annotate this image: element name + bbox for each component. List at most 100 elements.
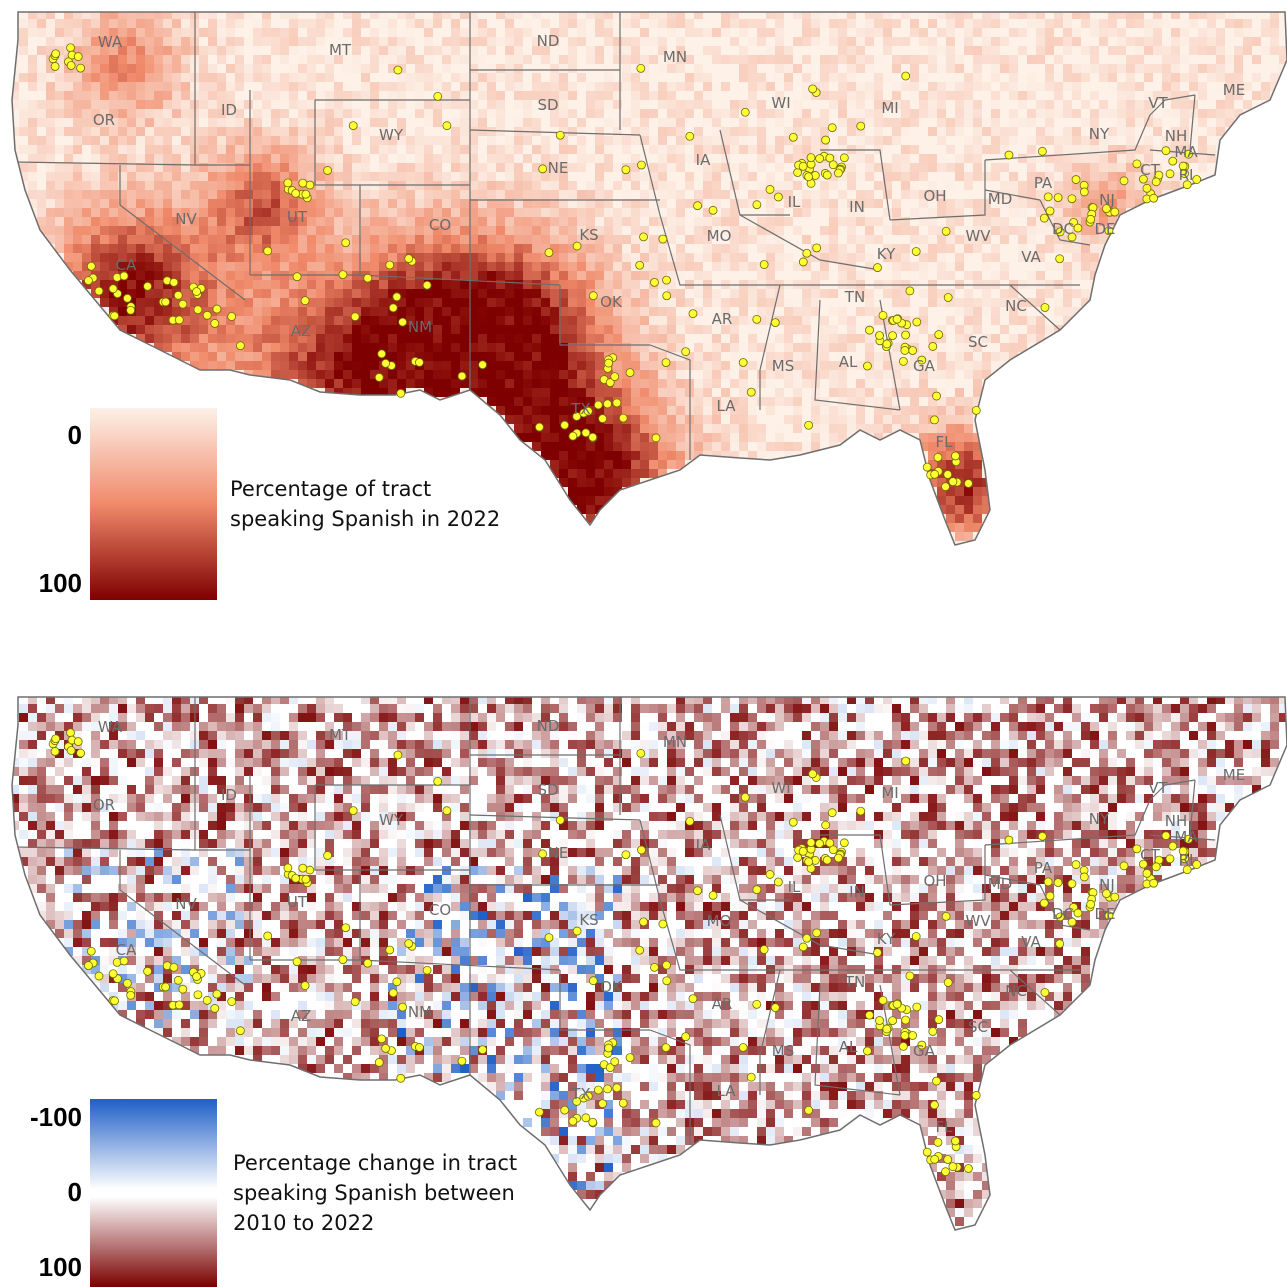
tract-cell [892,163,901,172]
tract-cell [811,325,820,334]
tract-cell [1036,307,1045,316]
tract-cell [982,127,991,136]
tract-cell [316,118,325,127]
tract-cell [12,109,19,118]
tract-cell [181,208,190,217]
tract-cell [1081,73,1090,82]
tract-cell [595,334,604,343]
tract-cell [478,352,487,361]
tract-cell [757,181,766,190]
tract-cell [442,244,451,253]
tract-cell [820,37,829,46]
tract-cell [343,172,352,181]
tract-cell [1279,28,1287,37]
tract-cell [442,325,451,334]
tract-cell [298,289,307,298]
tract-cell [262,217,271,226]
tract-cell [568,172,577,181]
tract-cell [1018,55,1027,64]
tract-cell [757,172,766,181]
tract-cell [478,307,487,316]
tract-cell [37,12,46,19]
tract-cell [298,325,307,334]
tract-cell [550,64,559,73]
tract-cell [298,136,307,145]
tract-cell [397,262,406,271]
tract-cell [1243,64,1252,73]
tract-cell [550,19,559,28]
tract-cell [388,109,397,118]
tract-cell [721,46,730,55]
tract-cell [451,208,460,217]
tract-cell [739,352,748,361]
tract-cell [856,343,865,352]
tract-cell [361,163,370,172]
tract-cell [604,100,613,109]
tract-cell [1009,19,1018,28]
tract-cell [271,64,280,73]
tract-cell [649,226,658,235]
tract-cell [1189,100,1198,109]
tract-cell [478,118,487,127]
tract-cell [127,19,136,28]
tract-cell [1018,325,1027,334]
tract-cell [28,19,37,28]
tract-cell [676,271,685,280]
tract-cell [532,12,541,19]
tract-cell [631,235,640,244]
tract-cell [19,136,28,145]
tract-cell [784,145,793,154]
tract-cell [262,12,271,19]
tract-cell [109,217,118,226]
tract-cell [874,352,883,361]
tract-cell [721,316,730,325]
tract-cell [739,325,748,334]
tract-cell [307,370,316,379]
tract-cell [1090,244,1099,253]
tract-cell [1072,163,1081,172]
tract-cell [1099,28,1108,37]
tract-cell [1135,172,1144,181]
tract-cell [568,28,577,37]
tract-cell [361,172,370,181]
tract-cell [163,154,172,163]
tract-cell [829,91,838,100]
tract-cell [982,163,991,172]
tract-cell [784,208,793,217]
tract-cell [802,46,811,55]
tract-cell [343,208,352,217]
tract-cell [865,190,874,199]
tract-cell [478,127,487,136]
tract-cell [154,253,163,262]
tract-cell [136,253,145,262]
tract-cell [901,91,910,100]
tract-cell [748,226,757,235]
tract-cell [514,109,523,118]
tract-cell [613,289,622,298]
tract-cell [1081,55,1090,64]
tract-cell [262,343,271,352]
tract-cell [640,91,649,100]
tract-cell [172,307,181,316]
tract-cell [766,235,775,244]
tract-cell [784,163,793,172]
tract-cell [352,208,361,217]
tract-cell [1225,19,1234,28]
tract-cell [496,235,505,244]
tract-cell [595,343,604,352]
tract-cell [523,253,532,262]
tract-cell [208,280,217,289]
tract-cell [532,37,541,46]
tract-cell [793,208,802,217]
tract-cell [568,298,577,307]
tract-cell [397,289,406,298]
tract-cell [721,343,730,352]
tract-cell [586,316,595,325]
tract-cell [226,235,235,244]
tract-cell [496,82,505,91]
tract-cell [253,370,262,379]
tract-cell [838,262,847,271]
tract-cell [496,154,505,163]
tract-cell [199,19,208,28]
tract-cell [532,289,541,298]
